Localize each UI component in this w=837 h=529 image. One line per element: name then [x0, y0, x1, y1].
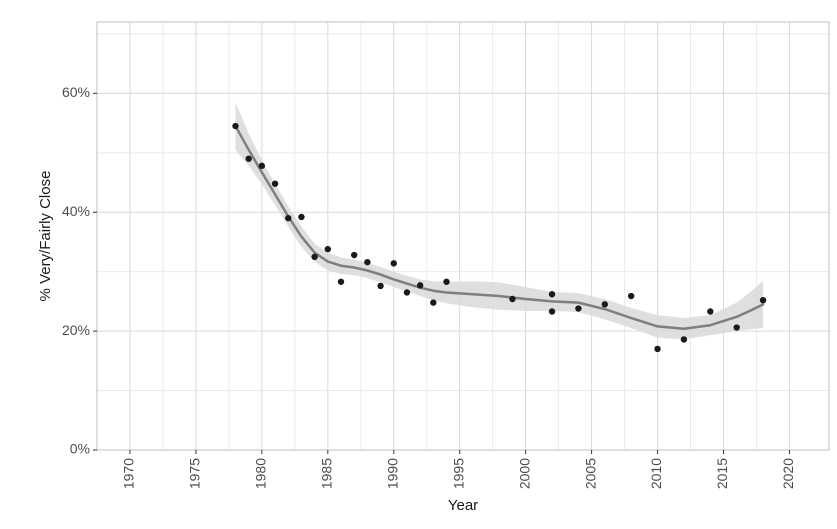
x-tick-label: 2020: [780, 458, 796, 489]
data-point: [258, 162, 266, 170]
data-point: [324, 245, 332, 253]
x-tick-label: 2000: [516, 458, 532, 489]
data-point: [311, 253, 318, 261]
data-point: [548, 291, 556, 298]
x-tick-label: 1985: [319, 458, 335, 489]
data-point: [350, 251, 358, 259]
data-point: [443, 278, 450, 285]
x-tick-label: 1975: [187, 458, 203, 489]
data-point: [285, 214, 292, 222]
confidence-band: [235, 102, 764, 340]
data-point: [416, 282, 424, 289]
y-axis-title: % Very/Fairly Close: [37, 171, 54, 302]
x-axis-ticks: 1970 1975 1980 1985 1990 1995 2000 2005 2010 2015…: [121, 450, 796, 489]
x-tick-label: 1990: [384, 458, 400, 489]
data-point: [509, 295, 516, 303]
data-point: [548, 308, 556, 315]
x-tick-label: 2010: [648, 458, 664, 489]
data-point: [364, 258, 371, 266]
x-tick-label: 2015: [714, 458, 730, 489]
y-tick-label: 0%: [70, 441, 90, 457]
x-tick-label: 2005: [582, 458, 598, 489]
data-points: [232, 122, 767, 353]
data-point: [654, 345, 661, 353]
data-point: [430, 299, 437, 306]
smooth-trend-line: [234, 124, 765, 330]
data-point: [298, 213, 305, 221]
y-tick-label: 60%: [62, 84, 90, 100]
y-tick-label: 20%: [62, 322, 90, 338]
x-tick-label: 1980: [253, 458, 269, 489]
y-axis-ticks: 0% 20% 40% 60%: [62, 84, 97, 457]
data-point: [707, 308, 714, 315]
data-point: [377, 282, 384, 290]
data-point: [271, 180, 279, 187]
panel-border: [96, 21, 830, 451]
data-point: [733, 324, 740, 331]
data-point: [627, 292, 635, 300]
confidence-band-layer: [235, 102, 764, 340]
y-tick-label: 40%: [62, 203, 90, 219]
data-point: [337, 278, 345, 285]
data-point: [575, 305, 582, 312]
data-point: [232, 122, 239, 130]
data-point: [245, 155, 252, 162]
data-point: [390, 260, 397, 267]
data-point: [601, 301, 608, 308]
data-point: [680, 336, 688, 343]
data-point: [759, 297, 767, 304]
x-tick-label: 1995: [450, 458, 466, 489]
x-axis-title: Year: [448, 497, 478, 514]
data-point: [403, 289, 411, 296]
x-tick-label: 1970: [121, 458, 137, 489]
smooth-line-layer: [234, 124, 765, 330]
